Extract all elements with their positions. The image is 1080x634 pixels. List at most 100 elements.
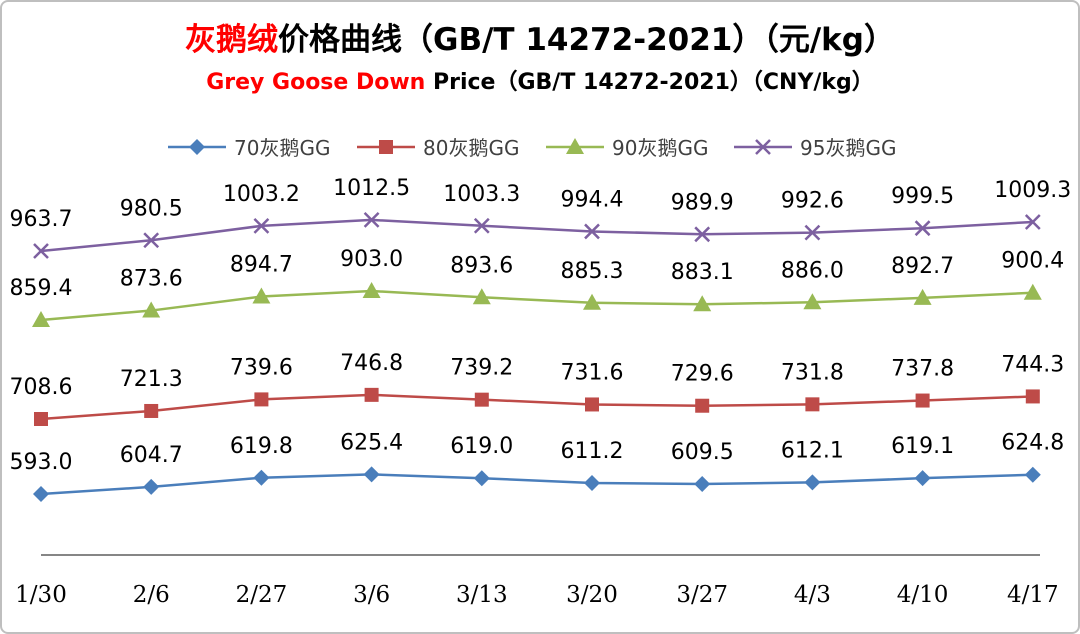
legend-marker [189, 139, 205, 155]
data-label: 994.4 [561, 187, 624, 212]
data-point [1024, 214, 1041, 230]
data-label: 731.8 [781, 360, 844, 385]
x-tick-label: 1/30 [15, 582, 67, 608]
legend-marker [755, 139, 771, 155]
title-rest: 价格曲线（GB/T 14272-2021）（元/kg） [278, 22, 895, 58]
legend-item: 70灰鹅GG [168, 136, 330, 160]
x-tick-label: 3/13 [456, 582, 508, 608]
series-line [40, 218, 1033, 253]
data-label: 1003.2 [223, 182, 300, 207]
data-label: 1012.5 [333, 176, 410, 201]
data-point [33, 243, 49, 259]
x-tick-label: 2/27 [236, 582, 288, 608]
data-point [1023, 283, 1042, 300]
data-label: 886.0 [781, 258, 844, 283]
data-label: 999.5 [891, 184, 954, 209]
legend-label: 95灰鹅GG [800, 136, 896, 160]
data-label: 963.7 [10, 207, 73, 232]
series-layer: 593.0 604.7 619.8 625.4 619.0 611.2 609.5 612.1… [10, 176, 1071, 502]
x-tick-label: 4/17 [1007, 582, 1059, 608]
legend-item: 95灰鹅GG [734, 136, 896, 160]
data-label: 737.8 [891, 357, 954, 382]
data-label: 885.3 [561, 259, 624, 284]
subtitle-highlight: Grey Goose Down [206, 70, 426, 95]
data-label: 1003.3 [443, 182, 520, 207]
data-point [362, 282, 381, 299]
data-label: 625.4 [340, 430, 403, 455]
data-point [143, 232, 160, 249]
data-point [363, 212, 380, 228]
chart-title-chinese: 灰鹅绒价格曲线（GB/T 14272-2021）（元/kg） [0, 20, 1080, 60]
x-tick-label: 3/27 [676, 582, 728, 608]
chart-title-english: Grey Goose Down Price（GB/T 14272-2021）（C… [0, 68, 1080, 98]
data-label: 619.1 [891, 434, 954, 459]
data-point [584, 474, 600, 491]
data-point [473, 217, 490, 234]
series-3: 859.4 873.6 894.7 903.0 893.6 885.3 883.1 886.0… [10, 247, 1064, 327]
data-label: 744.3 [1001, 352, 1064, 377]
data-label: 903.0 [340, 247, 403, 272]
data-label: 859.4 [10, 276, 73, 301]
data-point [914, 470, 931, 487]
title-highlight: 灰鹅绒 [185, 22, 279, 58]
legend-marker [379, 140, 393, 154]
series-4: 963.7 980.5 1003.2 1012.5 1003.3 994.4 989.9 99… [10, 176, 1071, 259]
data-label: 892.7 [891, 254, 954, 279]
data-label: 989.9 [671, 190, 734, 215]
series-1: 593.0 604.7 619.8 625.4 619.0 611.2 609.5 612.1… [10, 430, 1064, 502]
data-point [693, 295, 712, 312]
series-line [40, 473, 1033, 496]
data-point [33, 486, 49, 502]
data-label: 619.8 [230, 434, 293, 459]
data-point [694, 226, 711, 243]
data-label: 731.6 [561, 360, 624, 385]
data-point [584, 223, 600, 240]
data-point [804, 224, 821, 241]
x-tick-label: 2/6 [133, 582, 170, 608]
data-label: 893.6 [450, 253, 513, 278]
data-label: 739.2 [450, 356, 513, 381]
series-2: 708.6 721.3 739.6 746.8 739.2 731.6 729.6 731.8… [10, 351, 1064, 426]
data-point [694, 476, 711, 493]
data-point [915, 393, 930, 408]
data-label: 1009.3 [994, 178, 1071, 203]
subtitle-rest: Price（GB/T 14272-2021）（CNY/kg） [425, 70, 874, 95]
data-point [695, 398, 710, 413]
data-point [363, 466, 380, 483]
data-point [585, 397, 599, 412]
legend-label: 90灰鹅GG [612, 136, 708, 160]
data-point [32, 311, 50, 327]
data-label: 624.8 [1001, 431, 1064, 456]
data-point [583, 293, 601, 310]
data-point [143, 478, 160, 495]
legend: 70灰鹅GG 80灰鹅GG 90灰鹅GG 95灰鹅GG [168, 136, 896, 160]
data-point [1025, 389, 1040, 404]
data-label: 992.6 [781, 189, 844, 214]
data-point [364, 387, 379, 402]
data-point [913, 288, 932, 305]
data-label: 900.4 [1001, 249, 1064, 274]
legend-item: 80灰鹅GG [357, 136, 519, 160]
legend-label: 70灰鹅GG [234, 136, 330, 160]
data-label: 883.1 [671, 260, 734, 285]
data-point [1024, 466, 1041, 483]
legend-label: 80灰鹅GG [423, 136, 519, 160]
data-point [473, 470, 490, 487]
data-point [472, 288, 491, 305]
data-point [144, 403, 159, 418]
data-point [805, 397, 820, 412]
data-label: 746.8 [340, 351, 403, 376]
data-point [474, 392, 489, 407]
x-tick-label: 4/3 [794, 582, 831, 608]
x-tick-label: 3/20 [566, 582, 618, 608]
legend-marker [566, 138, 584, 154]
data-label: 980.5 [120, 196, 183, 221]
data-point [914, 220, 931, 237]
data-label: 612.1 [781, 438, 844, 463]
data-point [804, 474, 821, 491]
data-point [252, 287, 271, 304]
data-label: 619.0 [450, 434, 513, 459]
data-point [142, 301, 161, 318]
